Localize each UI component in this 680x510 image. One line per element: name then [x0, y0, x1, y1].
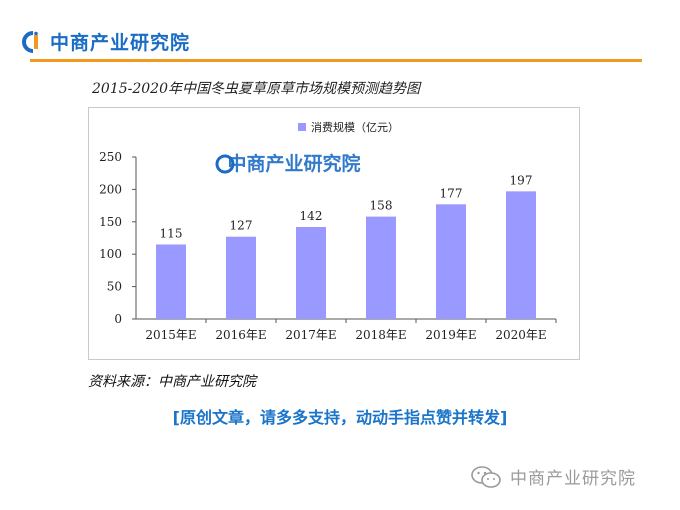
- y-tick-label: 50: [107, 280, 122, 294]
- call-to-action: [原创文章，请多多支持，动动手指点赞并转发]: [172, 408, 508, 427]
- y-tick-label: 250: [99, 150, 122, 164]
- wechat-icon: [471, 465, 501, 488]
- chart-frame: 中商产业研究院 消费规模（亿元） 0 50 100 150 200 250 115 2015年E 1…: [88, 107, 580, 360]
- x-tick-label: 2020年E: [495, 328, 546, 342]
- y-tick-label: 100: [99, 247, 122, 261]
- watermark-logo-icon: [215, 154, 235, 174]
- x-tick-label: 2016年E: [215, 328, 266, 342]
- x-tick-label: 2019年E: [425, 328, 476, 342]
- chart-title: 2015-2020年中国冬虫夏草原草市场规模预测趋势图: [92, 81, 420, 97]
- bar: [226, 236, 256, 319]
- y-tick-label: 200: [99, 182, 122, 196]
- data-label: 177: [440, 186, 463, 200]
- data-label: 142: [300, 209, 323, 223]
- x-tick-label: 2017年E: [285, 328, 336, 342]
- logo-icon: [22, 30, 38, 53]
- brand-name: 中商产业研究院: [50, 32, 191, 54]
- legend-swatch: [298, 123, 306, 131]
- y-tick-label: 0: [114, 312, 122, 326]
- x-tick-label: 2015年E: [145, 328, 196, 342]
- bar: [436, 204, 466, 319]
- y-tick-label: 150: [99, 215, 122, 229]
- header: 中商产业研究院: [0, 0, 680, 72]
- data-label: 115: [160, 226, 183, 240]
- data-label: 158: [370, 199, 393, 213]
- data-label: 197: [510, 173, 533, 187]
- chart-watermark: 中商产业研究院: [227, 152, 360, 175]
- legend-label: 消费规模（亿元）: [311, 120, 399, 134]
- bar: [296, 226, 326, 319]
- data-label: 127: [230, 219, 253, 233]
- bar: [366, 216, 396, 319]
- brand-logo: 中商产业研究院: [22, 28, 190, 55]
- bar-chart: 中商产业研究院 消费规模（亿元） 0 50 100 150 200 250 115 2015年E 1…: [99, 120, 557, 342]
- header-divider: [30, 59, 642, 62]
- source-note: 资料来源：中商产业研究院: [88, 374, 256, 390]
- footer-brand: 中商产业研究院: [470, 464, 636, 489]
- bar: [506, 191, 536, 319]
- bar: [156, 244, 186, 319]
- x-tick-label: 2018年E: [355, 328, 406, 342]
- footer-brand-name: 中商产业研究院: [510, 469, 636, 489]
